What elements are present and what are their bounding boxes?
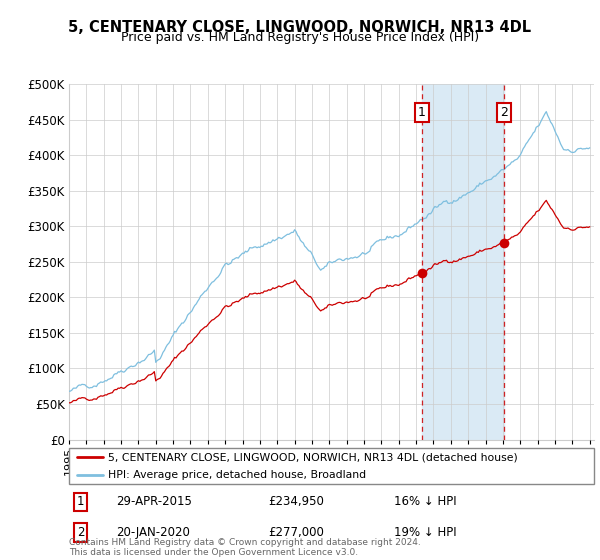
Text: Price paid vs. HM Land Registry's House Price Index (HPI): Price paid vs. HM Land Registry's House … xyxy=(121,31,479,44)
Text: 20-JAN-2020: 20-JAN-2020 xyxy=(116,526,190,539)
Text: 1: 1 xyxy=(418,106,426,119)
Text: 2: 2 xyxy=(77,526,84,539)
Text: 16% ↓ HPI: 16% ↓ HPI xyxy=(395,496,457,508)
Text: £234,950: £234,950 xyxy=(269,496,325,508)
Text: 5, CENTENARY CLOSE, LINGWOOD, NORWICH, NR13 4DL (detached house): 5, CENTENARY CLOSE, LINGWOOD, NORWICH, N… xyxy=(109,452,518,463)
Bar xyxy=(422,84,504,440)
Text: 19% ↓ HPI: 19% ↓ HPI xyxy=(395,526,457,539)
Text: 29-APR-2015: 29-APR-2015 xyxy=(116,496,192,508)
Text: £277,000: £277,000 xyxy=(269,526,325,539)
Text: 5, CENTENARY CLOSE, LINGWOOD, NORWICH, NR13 4DL: 5, CENTENARY CLOSE, LINGWOOD, NORWICH, N… xyxy=(68,20,532,35)
FancyBboxPatch shape xyxy=(69,448,594,484)
Text: Contains HM Land Registry data © Crown copyright and database right 2024.
This d: Contains HM Land Registry data © Crown c… xyxy=(69,538,421,557)
Text: 1: 1 xyxy=(77,496,84,508)
Text: HPI: Average price, detached house, Broadland: HPI: Average price, detached house, Broa… xyxy=(109,470,367,480)
Text: 2: 2 xyxy=(500,106,508,119)
